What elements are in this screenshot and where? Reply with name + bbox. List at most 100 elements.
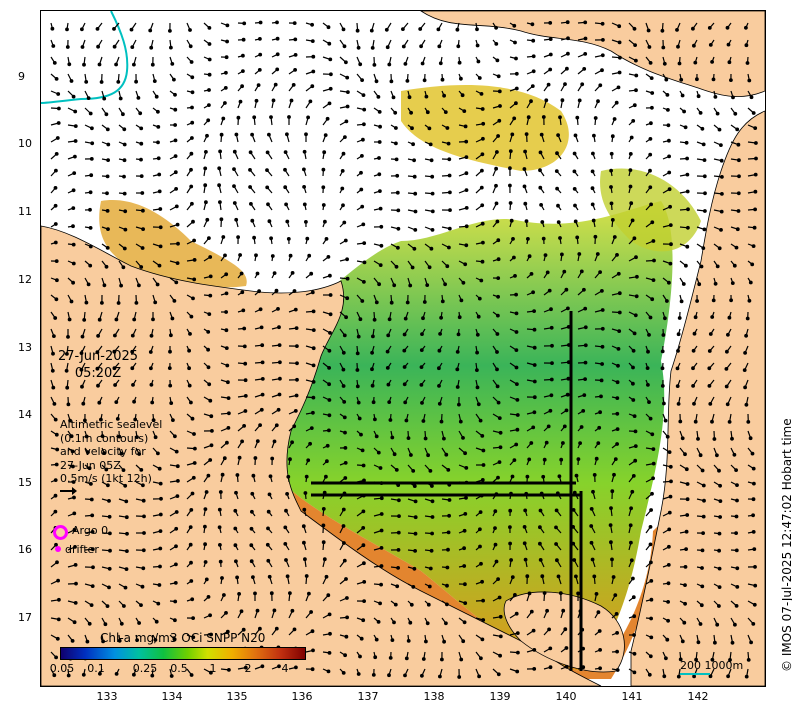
velocity-arrow-head — [583, 360, 588, 365]
velocity-arrow-head — [125, 549, 129, 553]
velocity-arrow-head — [430, 531, 435, 536]
velocity-arrow-head — [667, 138, 671, 143]
velocity-arrow-head — [494, 559, 499, 564]
velocity-arrow-head — [226, 396, 231, 401]
velocity-arrow-head — [72, 511, 77, 516]
velocity-arrow-head — [362, 241, 367, 246]
velocity-arrow-head — [418, 27, 423, 31]
velocity-arrow-head — [295, 377, 299, 382]
velocity-arrow-head — [403, 673, 407, 678]
velocity-arrow-head — [457, 315, 462, 320]
velocity-arrow-head — [445, 126, 450, 130]
velocity-arrow-head — [289, 98, 294, 103]
velocity-arrow-head — [52, 334, 56, 339]
velocity-arrow-head — [242, 326, 247, 331]
velocity-arrow-head — [649, 616, 653, 621]
velocity-arrow-head — [685, 497, 690, 502]
velocity-arrow-head — [719, 158, 724, 163]
velocity-arrow-head — [152, 79, 157, 83]
velocity-arrow-head — [463, 124, 468, 129]
velocity-arrow-head — [259, 407, 264, 412]
velocity-arrow-head — [68, 418, 73, 423]
velocity-arrow-head — [513, 274, 517, 278]
velocity-arrow-head — [258, 626, 262, 631]
velocity-arrow-head — [71, 94, 76, 99]
velocity-arrow-head — [344, 577, 348, 581]
velocity-arrow-head — [71, 261, 76, 266]
time-line: 05:20Z — [74, 366, 122, 381]
velocity-arrow-head — [715, 111, 720, 116]
velocity-arrow-head — [150, 62, 155, 67]
velocity-arrow-head — [377, 140, 382, 144]
velocity-arrow-head — [132, 399, 136, 404]
velocity-arrow-head — [388, 656, 393, 660]
velocity-arrow-head — [512, 458, 517, 463]
velocity-arrow-head — [445, 264, 450, 269]
velocity-arrow-head — [396, 208, 401, 213]
map-canvas[interactable] — [40, 10, 766, 687]
velocity-arrow-head — [711, 77, 716, 82]
velocity-arrow-head — [156, 109, 160, 114]
velocity-arrow-head — [591, 489, 595, 494]
velocity-arrow-head — [232, 184, 236, 189]
velocity-arrow-head — [666, 108, 670, 112]
velocity-arrow-head — [702, 498, 706, 503]
velocity-arrow-head — [378, 263, 383, 268]
velocity-arrow-head — [531, 69, 536, 74]
velocity-arrow-head — [192, 238, 197, 243]
velocity-arrow-head — [241, 53, 245, 58]
velocity-arrow-head — [115, 417, 120, 421]
velocity-arrow-head — [385, 366, 390, 370]
velocity-arrow-head — [753, 583, 758, 588]
velocity-arrow-head — [276, 307, 280, 311]
velocity-arrow-head — [52, 402, 57, 406]
velocity-arrow-head — [566, 306, 570, 311]
velocity-arrow-head — [660, 384, 665, 388]
velocity-arrow-head — [679, 77, 684, 82]
velocity-arrow-head — [532, 309, 537, 314]
velocity-arrow-head — [394, 126, 398, 130]
velocity-arrow-head — [341, 507, 346, 512]
velocity-arrow-head — [513, 593, 517, 597]
velocity-arrow-head — [223, 86, 228, 90]
velocity-arrow-head — [302, 202, 307, 207]
velocity-arrow-head — [119, 283, 123, 288]
velocity-arrow-head — [480, 168, 484, 173]
velocity-arrow-head — [422, 78, 427, 83]
velocity-arrow-head — [377, 156, 381, 160]
velocity-arrow-head — [683, 565, 688, 569]
velocity-arrow-head — [345, 276, 350, 281]
lat-tick-10: 10 — [18, 137, 32, 150]
velocity-arrow-head — [681, 282, 686, 286]
velocity-arrow-head — [412, 484, 417, 489]
depth-scale-bar — [680, 673, 710, 675]
velocity-arrow-head — [169, 45, 173, 50]
velocity-arrow-head — [302, 540, 306, 545]
velocity-arrow-head — [430, 174, 435, 179]
velocity-arrow-head — [728, 658, 732, 662]
velocity-arrow-head — [191, 296, 195, 301]
velocity-arrow-head — [529, 99, 533, 104]
velocity-arrow-head — [402, 365, 407, 369]
velocity-arrow-head — [226, 426, 231, 430]
velocity-arrow-head — [64, 368, 69, 373]
velocity-arrow-head — [210, 429, 214, 433]
velocity-arrow-head — [744, 25, 748, 30]
velocity-arrow-head — [563, 627, 568, 632]
velocity-arrow-head — [562, 269, 567, 274]
velocity-arrow-head — [508, 201, 513, 205]
velocity-arrow-head — [158, 512, 163, 517]
velocity-arrow-head — [662, 61, 667, 66]
velocity-arrow-head — [426, 602, 431, 607]
velocity-arrow-head — [387, 673, 391, 678]
velocity-arrow-head — [421, 657, 426, 661]
velocity-arrow-head — [751, 530, 756, 534]
velocity-arrow-head — [743, 351, 747, 355]
colorbar-tick: 1 — [209, 662, 217, 675]
velocity-arrow-head — [532, 327, 537, 332]
velocity-arrow-head — [53, 316, 58, 320]
velocity-arrow-head — [666, 581, 671, 586]
velocity-arrow-head — [224, 310, 229, 314]
velocity-arrow-head — [661, 333, 666, 337]
velocity-arrow-head — [496, 577, 501, 581]
